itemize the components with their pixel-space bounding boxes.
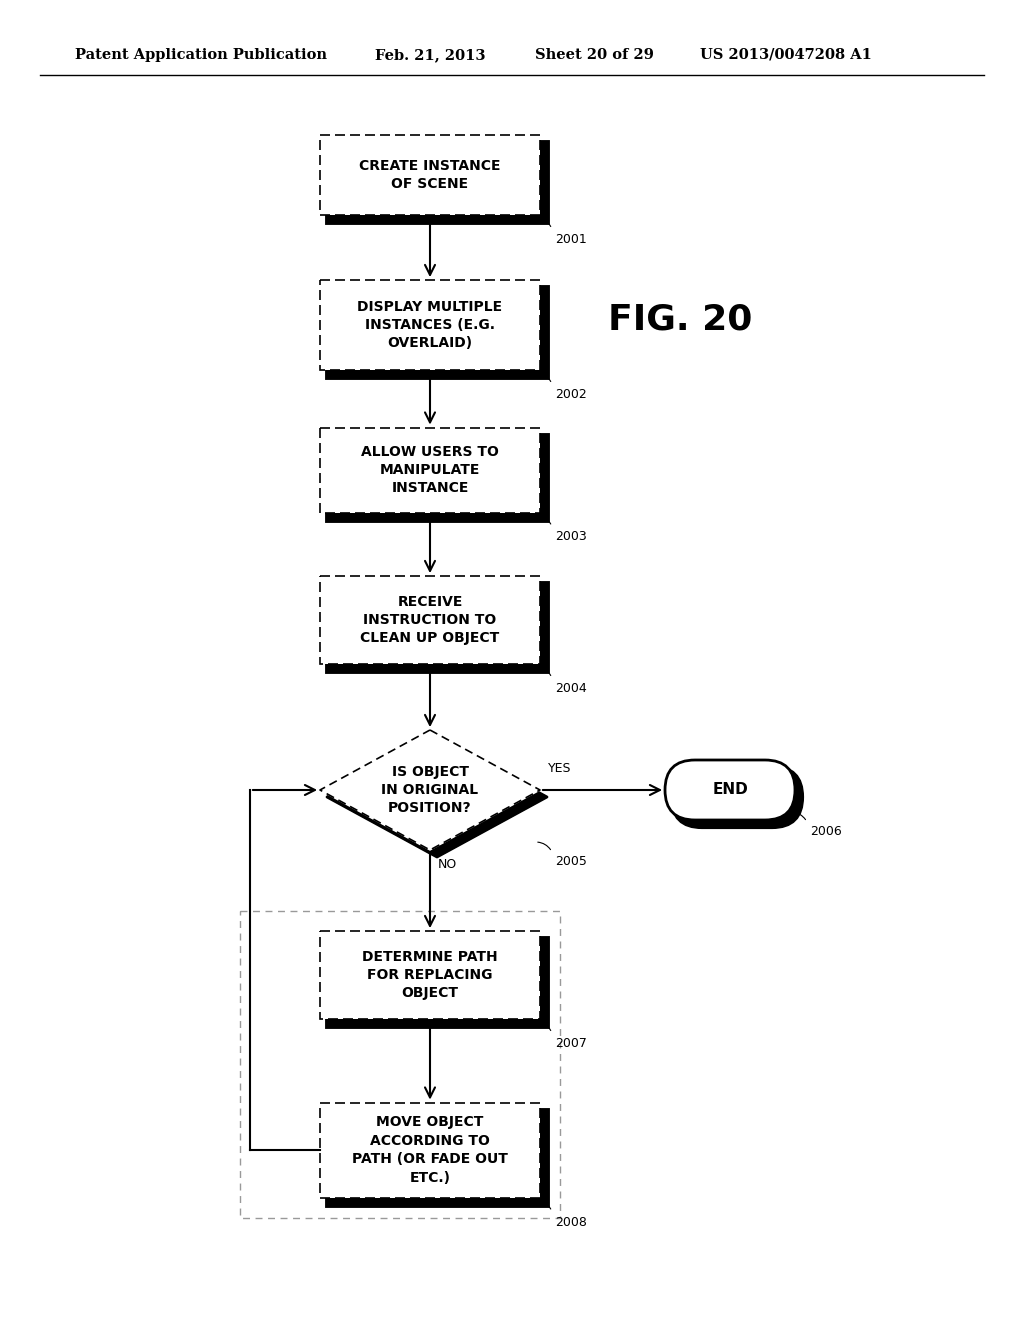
Bar [319, 1102, 540, 1197]
FancyBboxPatch shape [672, 767, 802, 828]
Text: 2001: 2001 [555, 234, 587, 246]
Polygon shape [327, 737, 547, 857]
Text: Feb. 21, 2013: Feb. 21, 2013 [375, 48, 485, 62]
Polygon shape [319, 730, 540, 850]
Text: Sheet 20 of 29: Sheet 20 of 29 [535, 48, 654, 62]
Bar [319, 428, 540, 512]
Bar [319, 135, 540, 215]
Bar [319, 576, 540, 664]
Text: 2004: 2004 [555, 682, 587, 696]
Text: US 2013/0047208 A1: US 2013/0047208 A1 [700, 48, 871, 62]
Bar [327, 939, 547, 1026]
Text: END: END [712, 783, 748, 797]
Text: CREATE INSTANCE
OF SCENE: CREATE INSTANCE OF SCENE [359, 158, 501, 191]
Text: DETERMINE PATH
FOR REPLACING
OBJECT: DETERMINE PATH FOR REPLACING OBJECT [362, 949, 498, 1001]
Bar [327, 583, 547, 671]
Text: IS OBJECT
IN ORIGINAL
POSITION?: IS OBJECT IN ORIGINAL POSITION? [381, 764, 478, 816]
Text: 2002: 2002 [555, 388, 587, 401]
Text: FIG. 20: FIG. 20 [608, 304, 753, 337]
Text: 2005: 2005 [555, 855, 587, 869]
Bar [319, 280, 540, 370]
Bar [319, 931, 540, 1019]
Text: 2003: 2003 [555, 531, 587, 544]
Bar [240, 911, 560, 1217]
Text: YES: YES [548, 762, 571, 775]
Text: 2007: 2007 [555, 1038, 587, 1049]
Bar [327, 434, 547, 520]
Text: Patent Application Publication: Patent Application Publication [75, 48, 327, 62]
Text: DISPLAY MULTIPLE
INSTANCES (E.G.
OVERLAID): DISPLAY MULTIPLE INSTANCES (E.G. OVERLAI… [357, 300, 503, 350]
Bar [327, 143, 547, 222]
Text: RECEIVE
INSTRUCTION TO
CLEAN UP OBJECT: RECEIVE INSTRUCTION TO CLEAN UP OBJECT [360, 594, 500, 645]
FancyBboxPatch shape [665, 760, 795, 820]
Text: MOVE OBJECT
ACCORDING TO
PATH (OR FADE OUT
ETC.): MOVE OBJECT ACCORDING TO PATH (OR FADE O… [352, 1115, 508, 1184]
Text: 2008: 2008 [555, 1216, 587, 1229]
Bar [327, 286, 547, 378]
Bar [327, 1110, 547, 1204]
Text: NO: NO [438, 858, 458, 871]
Text: 2006: 2006 [810, 825, 842, 838]
Text: ALLOW USERS TO
MANIPULATE
INSTANCE: ALLOW USERS TO MANIPULATE INSTANCE [361, 445, 499, 495]
